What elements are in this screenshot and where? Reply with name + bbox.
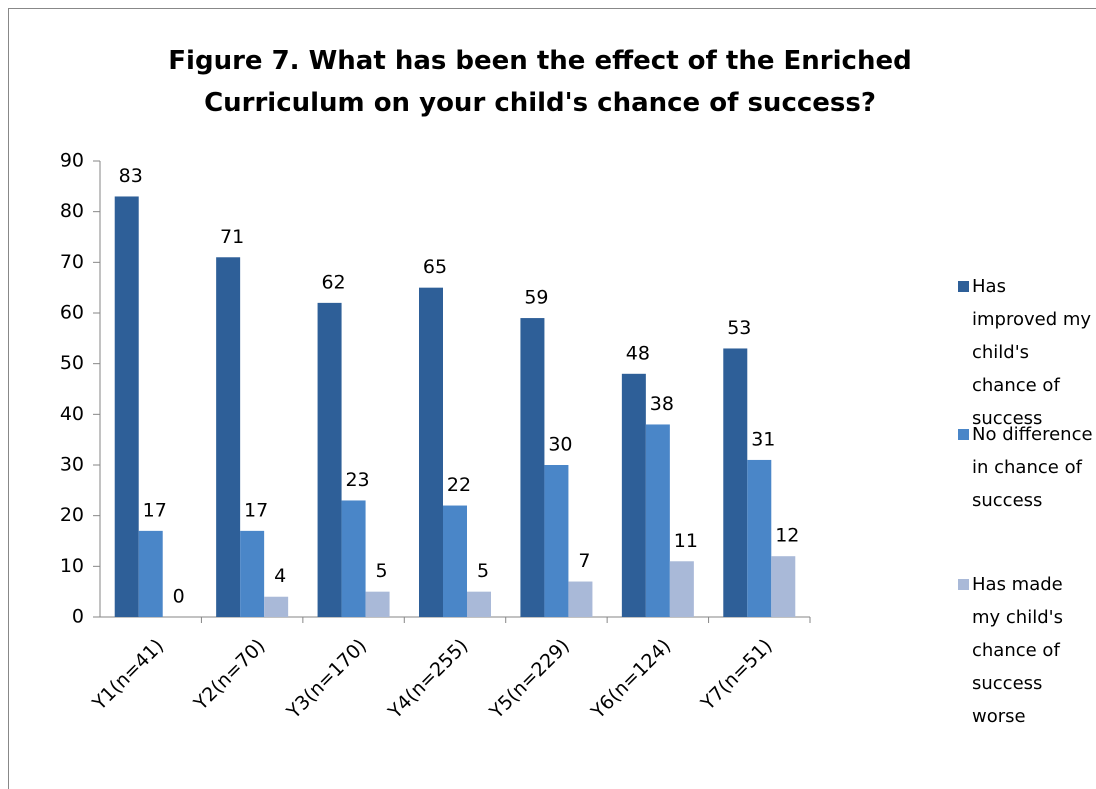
data-label: 59	[524, 287, 548, 309]
bar	[365, 591, 390, 617]
bar	[240, 530, 265, 617]
data-label: 83	[119, 165, 143, 187]
bar	[669, 561, 694, 617]
legend-entry: No difference in chance of success	[958, 418, 1093, 517]
legend-entry: Has made my child's chance of success wo…	[958, 568, 1093, 733]
bar	[341, 500, 366, 617]
legend-swatch	[958, 281, 969, 292]
bar	[138, 530, 163, 617]
data-label: 62	[321, 271, 345, 293]
data-label: 53	[727, 317, 751, 339]
bar	[317, 302, 342, 617]
legend-entry: Has improved my child's chance of succes…	[958, 270, 1093, 435]
legend-swatch	[958, 579, 969, 590]
data-label: 71	[220, 226, 244, 248]
bar	[216, 257, 241, 617]
legend-label: Has made my child's chance of success wo…	[972, 574, 1063, 727]
y-tick-label: 80	[60, 200, 84, 222]
data-label: 48	[626, 342, 650, 364]
bar	[443, 505, 467, 617]
bar	[114, 196, 139, 617]
legend-label: Has improved my child's chance of succes…	[972, 276, 1092, 429]
data-label: 22	[447, 474, 471, 496]
data-label: 30	[548, 434, 572, 456]
data-label: 11	[674, 530, 698, 552]
bar	[520, 318, 545, 617]
x-tick-label: Y1(n=41)	[88, 635, 168, 715]
y-tick-label: 30	[60, 454, 84, 476]
data-label: 12	[775, 525, 799, 547]
data-label: 4	[274, 565, 286, 587]
y-tick-label: 0	[72, 606, 84, 628]
data-label: 65	[423, 256, 447, 278]
data-label: 5	[477, 560, 489, 582]
data-label: 38	[650, 393, 674, 415]
x-tick-label: Y5(n=229)	[485, 635, 574, 724]
chart-title: Figure 7. What has been the effect of th…	[168, 46, 912, 118]
bar	[723, 348, 748, 617]
bar	[264, 596, 289, 617]
data-label: 31	[751, 428, 775, 450]
legend-label: No difference in chance of success	[972, 424, 1093, 511]
y-tick-label: 70	[60, 251, 84, 273]
y-tick-label: 60	[60, 302, 84, 324]
data-label: 23	[345, 469, 369, 491]
data-label: 5	[376, 560, 388, 582]
bar	[747, 459, 772, 617]
y-tick-label: 40	[60, 403, 84, 425]
data-label: 7	[578, 550, 590, 572]
x-tick-label: Y3(n=170)	[282, 635, 371, 724]
bar	[645, 424, 670, 617]
y-tick-label: 90	[60, 150, 84, 172]
bar	[467, 591, 491, 617]
y-tick-label: 10	[60, 555, 84, 577]
x-tick-label: Y2(n=70)	[189, 635, 269, 715]
bar	[771, 556, 796, 617]
data-label: 17	[143, 499, 167, 521]
legend-swatch	[958, 429, 969, 440]
x-tick-label: Y6(n=124)	[586, 635, 675, 724]
bar	[621, 373, 646, 617]
x-tick-label: Y4(n=255)	[384, 635, 473, 724]
chart-border	[8, 8, 1096, 789]
data-label: 0	[173, 586, 185, 608]
data-label: 17	[244, 499, 268, 521]
y-tick-label: 20	[60, 504, 84, 526]
bar	[568, 581, 593, 617]
bar	[544, 465, 569, 617]
x-tick-label: Y7(n=51)	[696, 635, 776, 715]
y-tick-label: 50	[60, 352, 84, 374]
bar	[419, 287, 443, 617]
